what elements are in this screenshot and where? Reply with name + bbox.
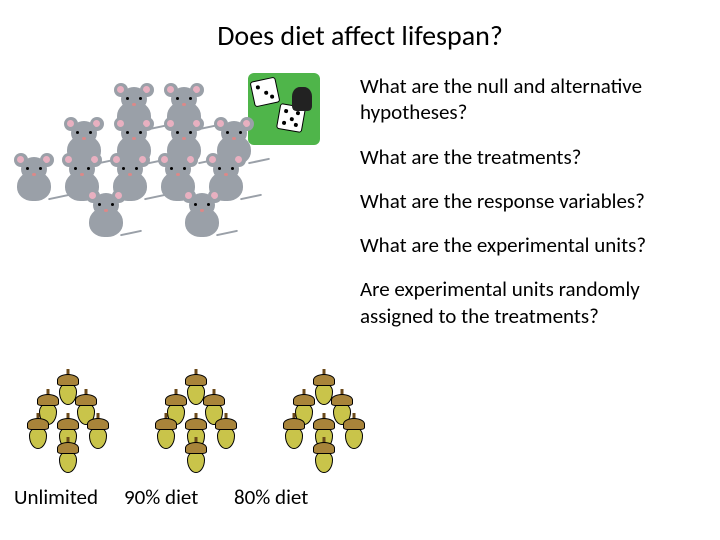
diet-label: 80% diet [234,484,344,510]
left-column [10,73,350,347]
question-item: What are the null and alternative hypoth… [360,73,700,126]
diet-labels: Unlimited 90% diet 80% diet [14,484,344,510]
acorn-icon [340,418,368,452]
acorn-icon [84,418,112,452]
acorn-cluster [148,374,244,470]
mouse-icon [178,189,226,237]
diet-label: Unlimited [14,484,124,510]
acorn-cluster [276,374,372,470]
mice-cluster [10,83,290,243]
acorn-cluster [20,374,116,470]
acorn-icon [310,442,338,476]
question-item: Are experimental units randomly assigned… [360,276,700,329]
acorn-icon [54,442,82,476]
content-area: What are the null and alternative hypoth… [0,63,720,347]
question-item: What are the response variables? [360,188,700,214]
acorn-clusters [20,374,372,470]
questions-list: What are the null and alternative hypoth… [350,73,700,347]
question-item: What are the experimental units? [360,232,700,258]
acorn-icon [280,418,308,452]
diet-label: 90% diet [124,484,234,510]
page-title: Does diet affect lifespan? [0,0,720,63]
acorn-icon [152,418,180,452]
mouse-icon [10,153,58,201]
acorn-icon [212,418,240,452]
mouse-icon [82,189,130,237]
acorn-icon [24,418,52,452]
hand-icon [292,87,312,111]
acorn-icon [182,442,210,476]
question-item: What are the treatments? [360,144,700,170]
